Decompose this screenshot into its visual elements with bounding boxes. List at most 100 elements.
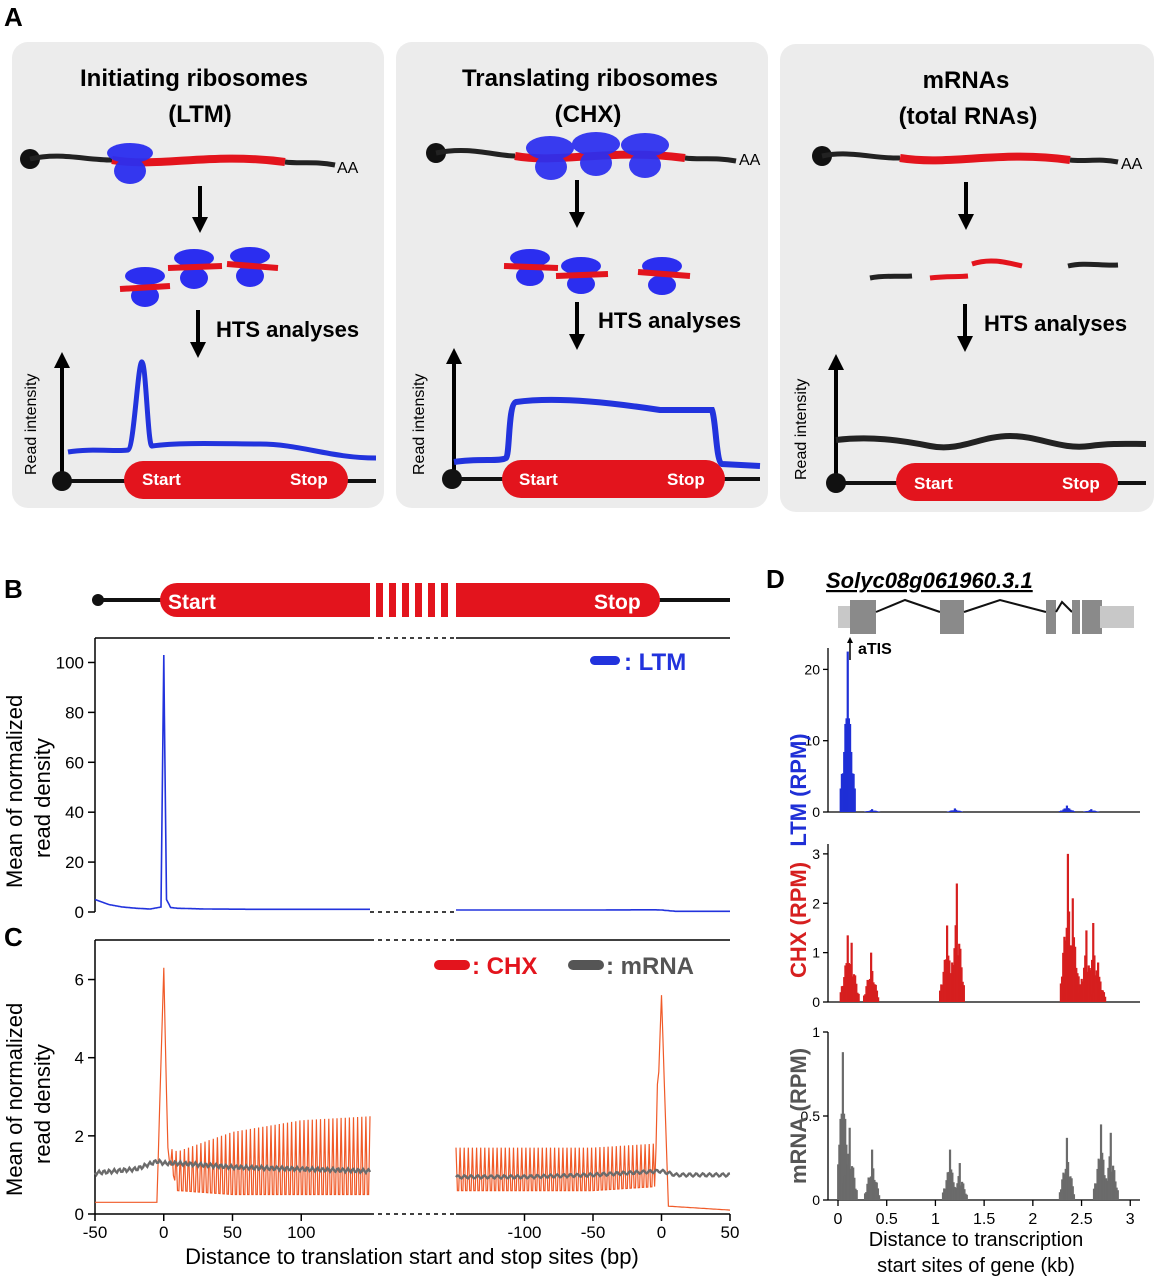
y-tick-label: 1 — [812, 945, 820, 961]
signal-bar — [958, 1163, 961, 1200]
signal-bar — [864, 994, 867, 1002]
signal-bar — [1079, 984, 1082, 1002]
signal-bar — [1103, 1183, 1107, 1200]
signal-bar — [863, 995, 866, 1002]
signal-bar — [841, 1192, 844, 1200]
signal-bar — [1099, 1124, 1103, 1200]
signal-bar — [953, 808, 957, 812]
signal-bar — [846, 1169, 849, 1200]
signal-bar — [940, 984, 943, 1002]
signal-bar — [848, 723, 852, 812]
hts-label: HTS analyses — [984, 311, 1127, 336]
mrna-5utr — [29, 153, 113, 163]
signal-bar — [962, 1183, 965, 1200]
signal-bar — [1097, 962, 1100, 1002]
signal-bar — [1094, 980, 1097, 1002]
chx-mrna-profiles — [93, 967, 731, 1211]
signal-bar — [955, 1188, 958, 1200]
signal-bar — [954, 925, 957, 1002]
signal-bar — [853, 788, 856, 812]
signal-bar — [874, 984, 877, 1002]
ltm-line-stop — [456, 909, 730, 913]
signal-bar — [965, 1194, 968, 1200]
y-axis-label: Read intensity — [411, 374, 428, 475]
signal-bar — [870, 952, 873, 1002]
signal-bar — [869, 1176, 873, 1200]
signal-bar — [959, 1185, 963, 1200]
signal-bar — [1095, 1183, 1098, 1200]
signal-bar — [951, 962, 954, 1002]
panel-c-y-ticks: 0 2 4 6 — [75, 971, 95, 1224]
mrna-3utr — [684, 155, 737, 164]
signal-bar — [1064, 940, 1067, 1002]
mrna-legend-label: : mRNA — [606, 953, 694, 980]
signal-bar — [1065, 927, 1068, 1002]
signal-bar — [1092, 992, 1095, 1002]
signal-bar — [847, 718, 851, 812]
signal-bar — [1063, 936, 1066, 1002]
signal-bar — [1107, 1167, 1110, 1200]
signal-bar — [839, 992, 842, 1002]
x-tick-label: 0 — [657, 1223, 666, 1242]
mrna-5utr — [435, 148, 516, 159]
signal-bar — [947, 811, 951, 812]
signal-bar — [840, 986, 843, 1002]
signal-bar — [1070, 810, 1073, 812]
signal-bar — [866, 1183, 869, 1200]
gene-start-label: Start — [168, 591, 216, 614]
mrna-line-stop — [455, 1168, 731, 1180]
y-tick-label: 2 — [812, 895, 820, 911]
signal-bar — [956, 1183, 959, 1200]
chx-line-stop — [455, 995, 731, 1211]
signal-bar — [848, 1127, 851, 1200]
signal-bar — [1102, 1191, 1105, 1200]
x-tick-label: 1.5 — [973, 1211, 995, 1228]
signal-bar — [956, 955, 960, 1002]
panel-c-x-ticks: -50 0 50 100 -100 -50 0 50 — [83, 1214, 739, 1242]
signal-bar — [843, 751, 846, 812]
signal-bar — [875, 811, 878, 812]
signal-bar — [953, 948, 956, 1002]
signal-bar — [1091, 810, 1094, 812]
panel-b-ylabel-1: Mean of normalized — [2, 695, 27, 888]
signal-bar — [843, 977, 846, 1002]
signal-bar — [877, 997, 880, 1002]
mrna-schematic-signal — [835, 432, 1147, 451]
signal-bar — [1059, 1189, 1063, 1200]
signal-bar — [852, 773, 855, 812]
hts-label: HTS analyses — [598, 308, 741, 333]
signal-bar — [863, 1193, 867, 1200]
signal-bar — [841, 985, 845, 1002]
cds-start-label: Start — [914, 474, 953, 493]
signal-bar — [849, 1168, 852, 1200]
mrna-3utr — [1069, 157, 1119, 165]
signal-bar — [1065, 1137, 1069, 1200]
signal-bar — [1092, 810, 1095, 812]
signal-bar — [941, 985, 944, 1002]
signal-bar — [1098, 1160, 1101, 1200]
y-tick-label: 0 — [812, 804, 820, 820]
signal-bar — [1058, 1192, 1062, 1200]
signal-bar — [842, 1182, 845, 1200]
signal-bar — [952, 810, 955, 812]
panel-d-x-ticks: 0 0.5 1 1.5 2 2.5 3 — [834, 1200, 1135, 1228]
x-tick-label: 1 — [931, 1211, 940, 1228]
signal-bar — [873, 984, 876, 1002]
signal-bar — [870, 809, 874, 812]
y-tick-label: 0.5 — [801, 1108, 821, 1124]
signal-bar — [1058, 811, 1062, 812]
signal-bar — [1086, 987, 1089, 1002]
signal-bar — [1104, 1178, 1108, 1200]
signal-bar — [855, 1190, 858, 1200]
signal-bar — [1092, 1188, 1096, 1200]
signal-bar — [1061, 810, 1064, 812]
signal-bar — [1090, 959, 1094, 1002]
signal-bar — [938, 990, 942, 1002]
panel-a-box-mrna: mRNAs (total RNAs) AA HTS analyses Read … — [780, 44, 1154, 512]
signal-bar — [956, 810, 959, 812]
signal-bar — [1096, 1168, 1099, 1200]
box-chx-subtitle: (CHX) — [555, 101, 622, 128]
x-tick-label: 2 — [1028, 1211, 1037, 1228]
signal-bar — [851, 773, 854, 812]
